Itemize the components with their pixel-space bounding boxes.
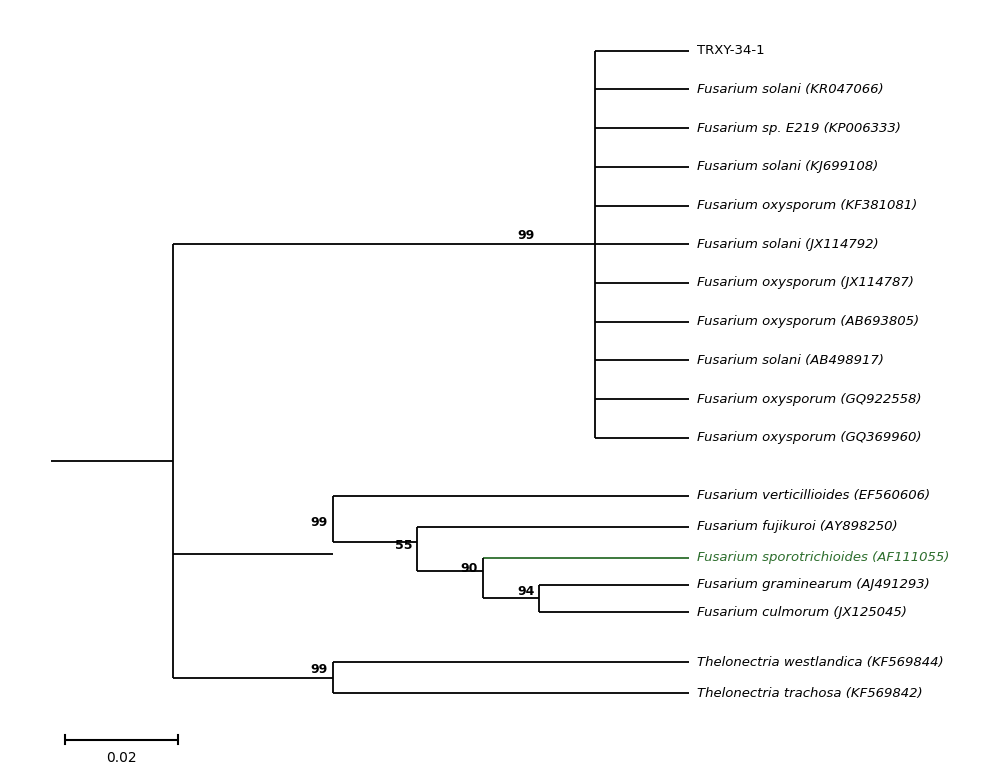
Text: 55: 55 (395, 539, 412, 552)
Text: Fusarium solani (KR047066): Fusarium solani (KR047066) (697, 83, 883, 96)
Text: Thelonectria trachosa (KF569842): Thelonectria trachosa (KF569842) (697, 687, 922, 700)
Text: Fusarium solani (KJ699108): Fusarium solani (KJ699108) (697, 160, 878, 173)
Text: Fusarium oxysporum (GQ922558): Fusarium oxysporum (GQ922558) (697, 393, 921, 406)
Text: Fusarium sp. E219 (KP006333): Fusarium sp. E219 (KP006333) (697, 121, 901, 135)
Text: Fusarium graminearum (AJ491293): Fusarium graminearum (AJ491293) (697, 578, 930, 591)
Text: 99: 99 (311, 663, 328, 676)
Text: Thelonectria westlandica (KF569844): Thelonectria westlandica (KF569844) (697, 656, 943, 669)
Text: 0.02: 0.02 (106, 751, 137, 765)
Text: TRXY-34-1: TRXY-34-1 (697, 44, 764, 57)
Text: Fusarium oxysporum (GQ369960): Fusarium oxysporum (GQ369960) (697, 431, 921, 444)
Text: Fusarium fujikuroi (AY898250): Fusarium fujikuroi (AY898250) (697, 520, 897, 533)
Text: 90: 90 (461, 562, 478, 575)
Text: 99: 99 (517, 230, 534, 242)
Text: Fusarium solani (JX114792): Fusarium solani (JX114792) (697, 238, 878, 250)
Text: Fusarium verticillioides (EF560606): Fusarium verticillioides (EF560606) (697, 489, 930, 502)
Text: 94: 94 (517, 585, 534, 598)
Text: Fusarium culmorum (JX125045): Fusarium culmorum (JX125045) (697, 605, 907, 618)
Text: Fusarium oxysporum (JX114787): Fusarium oxysporum (JX114787) (697, 277, 914, 289)
Text: Fusarium oxysporum (AB693805): Fusarium oxysporum (AB693805) (697, 315, 919, 329)
Text: Fusarium solani (AB498917): Fusarium solani (AB498917) (697, 354, 884, 367)
Text: Fusarium sporotrichioides (AF111055): Fusarium sporotrichioides (AF111055) (697, 551, 949, 564)
Text: Fusarium oxysporum (KF381081): Fusarium oxysporum (KF381081) (697, 199, 917, 212)
Text: 99: 99 (311, 516, 328, 529)
